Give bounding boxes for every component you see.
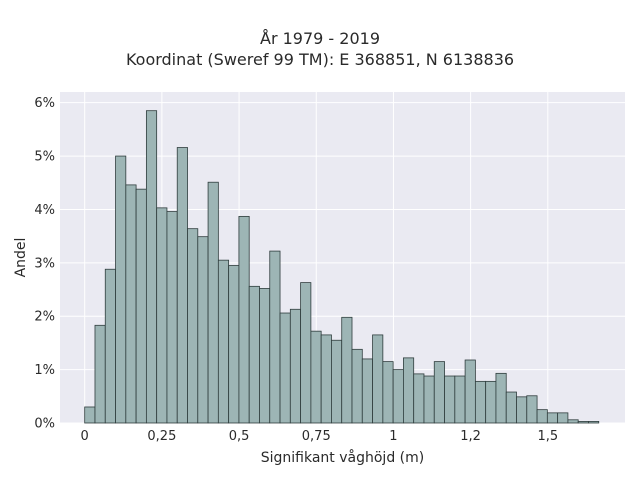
histogram-bar xyxy=(145,110,158,424)
histogram-bar xyxy=(228,265,240,424)
histogram-bar xyxy=(104,268,116,424)
x-tick-label: 1 xyxy=(389,429,397,444)
x-tick-label: 0,5 xyxy=(229,429,250,444)
histogram-bar xyxy=(341,316,353,424)
histogram-bar xyxy=(516,396,528,424)
histogram-bar xyxy=(546,412,559,424)
histogram-bar xyxy=(310,330,322,424)
y-axis-ticks: 0% 1% 2% 3% 4% 5% 6% xyxy=(34,96,55,431)
histogram-bar xyxy=(217,259,230,424)
x-axis-label: Signifikant våghöjd (m) xyxy=(261,449,424,466)
histogram-bar xyxy=(474,380,487,424)
histogram-bar xyxy=(526,395,538,424)
histogram-bar xyxy=(94,324,106,424)
histogram-bar xyxy=(259,288,271,424)
y-tick-label: 0% xyxy=(34,417,55,432)
histogram-bar xyxy=(279,312,291,424)
histogram-bar xyxy=(135,188,147,424)
y-axis-label: Andel xyxy=(13,238,29,278)
bars xyxy=(84,110,600,424)
histogram-bar xyxy=(505,391,517,424)
histogram-bar xyxy=(433,361,445,424)
histogram-bar xyxy=(115,155,127,424)
histogram-bar xyxy=(423,375,435,424)
y-tick-label: 6% xyxy=(34,96,55,111)
histogram-bar xyxy=(567,419,579,424)
x-tick-label: 1,2 xyxy=(460,429,481,444)
histogram-bar xyxy=(207,181,219,424)
histogram-bar xyxy=(289,308,302,424)
x-tick-label: 0,75 xyxy=(302,429,331,444)
histogram-bar xyxy=(320,334,332,424)
x-tick-label: 0 xyxy=(81,429,89,444)
y-tick-label: 4% xyxy=(34,203,55,218)
histogram-bar xyxy=(588,420,600,424)
histogram-bar xyxy=(577,420,589,424)
histogram-bar xyxy=(361,358,373,424)
y-tick-label: 3% xyxy=(34,256,55,271)
histogram-bar xyxy=(269,250,281,424)
histogram-bar xyxy=(125,184,137,424)
histogram-bar xyxy=(248,285,260,424)
histogram-bar xyxy=(392,369,404,424)
histogram-bar xyxy=(464,359,476,424)
histogram-bar xyxy=(536,409,548,424)
histogram-bar xyxy=(84,406,96,424)
histogram-bar xyxy=(331,339,343,424)
histogram-bar xyxy=(403,357,415,424)
histogram-bar xyxy=(372,334,384,424)
histogram-bar xyxy=(444,375,456,424)
x-tick-label: 1,5 xyxy=(537,429,558,444)
histogram-bar xyxy=(454,375,466,424)
histogram-bar xyxy=(495,372,507,424)
histogram-bar xyxy=(176,147,188,424)
histogram-bar xyxy=(351,348,363,424)
y-tick-label: 2% xyxy=(34,310,55,325)
y-tick-label: 1% xyxy=(34,363,55,378)
histogram-bar xyxy=(156,207,168,424)
histogram-bar xyxy=(413,373,425,424)
chart-title: År 1979 - 2019 xyxy=(260,29,380,48)
y-tick-label: 5% xyxy=(34,150,55,165)
histogram-bar xyxy=(166,211,178,424)
chart-subtitle: Koordinat (Sweref 99 TM): E 368851, N 61… xyxy=(125,50,515,69)
histogram-bar xyxy=(557,412,569,424)
histogram-bar xyxy=(300,282,312,424)
histogram-bar xyxy=(238,215,250,424)
x-axis-ticks: 0 0,25 0,5 0,75 1 1,2 1,5 xyxy=(81,429,559,444)
histogram-bar xyxy=(485,380,497,424)
histogram-bar xyxy=(382,361,394,424)
histogram-bar xyxy=(187,228,199,424)
histogram-bar xyxy=(197,236,209,424)
x-tick-label: 0,25 xyxy=(147,429,176,444)
